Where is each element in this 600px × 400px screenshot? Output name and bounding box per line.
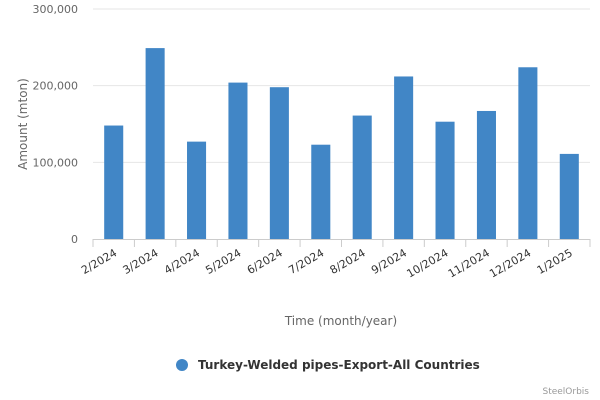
legend[interactable]: Turkey-Welded pipes-Export-All Countries — [176, 358, 480, 372]
bar[interactable] — [311, 144, 331, 239]
y-tick-label: 0 — [71, 233, 78, 246]
bar[interactable] — [269, 87, 289, 239]
x-tick-label: 8/2024 — [328, 246, 368, 277]
credit-label[interactable]: SteelOrbis — [542, 387, 589, 397]
bar[interactable] — [228, 82, 248, 239]
bar[interactable] — [518, 67, 538, 240]
x-tick-label: 11/2024 — [446, 246, 492, 280]
x-tick-marks — [92, 239, 591, 247]
x-tick-label: 5/2024 — [203, 246, 243, 277]
x-tick-labels: 2/2024 3/2024 4/2024 5/2024 6/2024 7/2024 8/20… — [79, 246, 575, 280]
y-axis-title: Amount (mton) — [16, 78, 30, 170]
y-tick-label: 100,000 — [33, 156, 79, 169]
legend-label: Turkey-Welded pipes-Export-All Countries — [198, 358, 480, 372]
bars — [104, 48, 579, 240]
legend-marker-icon — [176, 359, 188, 371]
x-tick-label: 10/2024 — [404, 246, 450, 280]
x-tick-label: 3/2024 — [121, 246, 161, 277]
x-tick-label: 9/2024 — [369, 246, 409, 277]
bar[interactable] — [435, 121, 455, 239]
x-tick-label: 6/2024 — [245, 246, 285, 277]
bar[interactable] — [187, 141, 207, 239]
y-tick-label: 300,000 — [33, 3, 79, 16]
bar[interactable] — [145, 48, 165, 239]
x-tick-label: 12/2024 — [487, 246, 533, 280]
y-tick-label: 200,000 — [33, 80, 79, 93]
x-tick-label: 2/2024 — [79, 246, 119, 277]
bar[interactable] — [352, 115, 372, 239]
x-axis-title: Time (month/year) — [284, 314, 397, 328]
grid-lines — [93, 8, 590, 163]
y-tick-labels: 0 100,000 200,000 300,000 — [33, 3, 79, 246]
bar[interactable] — [394, 76, 414, 239]
x-tick-label: 4/2024 — [162, 246, 202, 277]
bar[interactable] — [104, 125, 124, 239]
bar[interactable] — [559, 153, 579, 239]
x-tick-label: 7/2024 — [286, 246, 326, 277]
x-tick-label: 1/2025 — [535, 246, 575, 277]
bar[interactable] — [476, 110, 496, 239]
